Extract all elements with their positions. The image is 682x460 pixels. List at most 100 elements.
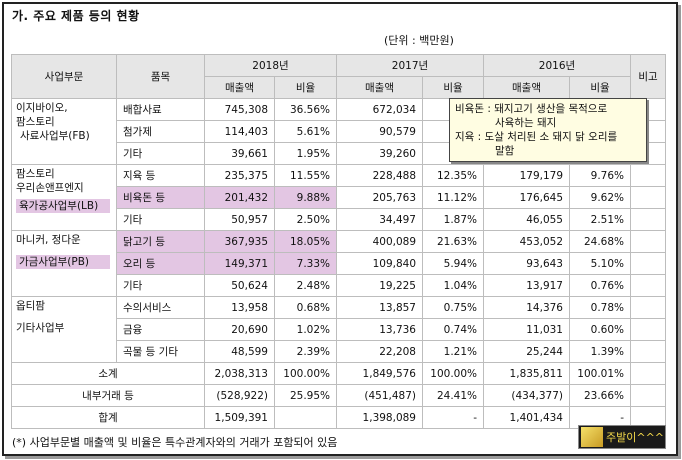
sales-2016: 14,376	[483, 296, 570, 319]
segment-lb: 팜스토리 우리손앤프엔지 육가공사업부(LB)	[11, 164, 117, 231]
product-cell-highlight: 오리 등	[116, 252, 205, 275]
sales-2016: 1,401,434	[483, 406, 570, 429]
ratio-2016: 100.01%	[569, 362, 631, 385]
sales-2017: 1,849,576	[336, 362, 423, 385]
sales-2018: 235,375	[204, 164, 275, 187]
remark-cell	[630, 252, 666, 275]
sales-2018: 48,599	[204, 340, 275, 363]
remark-cell	[630, 208, 666, 231]
product-cell: 기타	[116, 142, 205, 165]
header-remark: 비고	[630, 54, 666, 99]
ratio-2016: 24.68%	[569, 230, 631, 253]
segment-pb: 마니커, 정다운 가금사업부(PB)	[11, 230, 117, 297]
ratio-2017: 5.94%	[422, 252, 484, 275]
ratio-2016: 2.51%	[569, 208, 631, 231]
tooltip-line: 말함	[495, 145, 515, 157]
total-row: 합계 1,509,391 1,398,089 - 1,401,434 -	[11, 406, 666, 429]
sales-2017: 1,398,089	[336, 406, 423, 429]
segment-fb: 이지바이오, 팜스토리 사료사업부(FB)	[11, 98, 117, 165]
subtotal-row: 소계 2,038,313 100.00% 1,849,576 100.00% 1…	[11, 362, 666, 385]
segment-pb-highlight: 가금사업부(PB)	[16, 255, 110, 269]
sales-2018-highlight: 201,432	[204, 186, 275, 209]
sales-2017: 205,763	[336, 186, 423, 209]
product-cell: 금융	[116, 318, 205, 341]
internal-label: 내부거래 등	[11, 384, 205, 407]
remark-cell	[630, 230, 666, 253]
table-row: 마니커, 정다운 가금사업부(PB) 닭고기 등 367,935 18.05% …	[11, 230, 666, 297]
subtotal-label: 소계	[11, 362, 205, 385]
remark-cell	[630, 186, 666, 209]
author-badge[interactable]: 주발이^^^	[578, 425, 666, 449]
sales-2018: 114,403	[204, 120, 275, 143]
ratio-2017: 21.63%	[422, 230, 484, 253]
product-cell: 지육 등	[116, 164, 205, 187]
ratio-2018: 2.50%	[274, 208, 337, 231]
sales-2016: 176,645	[483, 186, 570, 209]
header-sales-2018: 매출액	[204, 76, 275, 99]
table-row: 곡물 등 기타 48,599 2.39% 22,208 1.21% 25,244…	[12, 340, 666, 363]
header-2018: 2018년	[204, 54, 337, 77]
sales-2017: 109,840	[336, 252, 423, 275]
table-row: 옵티팜 기타사업부 수의서비스 13,958 0.68% 13,857 0.75…	[11, 296, 666, 363]
ratio-2018: 1.02%	[274, 318, 337, 341]
product-cell: 곡물 등 기타	[116, 340, 205, 363]
sales-2016: 93,643	[483, 252, 570, 275]
ratio-2018-highlight: 9.88%	[274, 186, 337, 209]
header-row-2: 매출액 비율 매출액 비율 매출액 비율	[12, 76, 666, 99]
ratio-2017: 100.00%	[422, 362, 484, 385]
remark-cell	[630, 340, 666, 363]
ratio-2016: 0.78%	[569, 296, 631, 319]
badge-image-icon	[581, 427, 603, 447]
sales-2017: (451,487)	[336, 384, 423, 407]
segment-fb-line: 사료사업부(FB)	[20, 130, 90, 142]
ratio-2018: 100.00%	[274, 362, 337, 385]
segment-etc-line: 옵티팜	[16, 300, 45, 312]
sales-2016: 13,917	[483, 274, 570, 297]
header-product: 품목	[116, 54, 205, 99]
ratio-2018: 11.55%	[274, 164, 337, 187]
header-sales-2016: 매출액	[483, 76, 570, 99]
ratio-2016: 9.62%	[569, 186, 631, 209]
ratio-2018: 36.56%	[274, 98, 337, 121]
sales-2016: 179,179	[483, 164, 570, 187]
product-cell: 수의서비스	[116, 296, 205, 319]
tooltip-line: 지육 : 도살 처리된 소 돼지 닭 오리를	[455, 131, 618, 143]
content-frame: 가. 주요 제품 등의 현황 (단위 : 백만원) 사업부문 품목 2018년 …	[2, 2, 678, 456]
sales-2016: 1,835,811	[483, 362, 570, 385]
sales-2018: 13,958	[204, 296, 275, 319]
internal-row: 내부거래 등 (528,922) 25.95% (451,487) 24.41%…	[11, 384, 666, 407]
sales-2016: 46,055	[483, 208, 570, 231]
segment-lb-highlight: 육가공사업부(LB)	[16, 199, 110, 213]
ratio-2016: 0.76%	[569, 274, 631, 297]
sales-2017: 22,208	[336, 340, 423, 363]
sales-2018-highlight: 367,935	[204, 230, 275, 253]
sales-2017: 400,089	[336, 230, 423, 253]
ratio-2018-highlight: 18.05%	[274, 230, 337, 253]
section-title: 가. 주요 제품 등의 현황	[12, 9, 140, 23]
sales-2018: 2,038,313	[204, 362, 275, 385]
segment-lb-line: 팜스토리	[16, 168, 55, 180]
sales-2017: 39,260	[336, 142, 423, 165]
ratio-2017: 0.74%	[422, 318, 484, 341]
sales-2016: (434,377)	[483, 384, 570, 407]
sales-2017: 228,488	[336, 164, 423, 187]
ratio-2017: 0.75%	[422, 296, 484, 319]
sales-2016: 25,244	[483, 340, 570, 363]
sales-2018: 39,661	[204, 142, 275, 165]
header-ratio-2016: 비율	[569, 76, 631, 99]
ratio-2018: 0.68%	[274, 296, 337, 319]
ratio-2017: -	[422, 406, 484, 429]
segment-pb-line: 마니커, 정다운	[16, 234, 81, 246]
header-sales-2017: 매출액	[336, 76, 423, 99]
header-2016: 2016년	[483, 54, 631, 77]
ratio-2018: 5.61%	[274, 120, 337, 143]
product-cell: 배합사료	[116, 98, 205, 121]
ratio-2017: 24.41%	[422, 384, 484, 407]
segment-fb-line: 팜스토리	[16, 116, 55, 128]
sales-2018: 50,957	[204, 208, 275, 231]
sales-2017: 19,225	[336, 274, 423, 297]
remark-cell	[630, 384, 666, 407]
sales-2018-highlight: 149,371	[204, 252, 275, 275]
sales-2017: 90,579	[336, 120, 423, 143]
header-row-1: 사업부문 품목 2018년 2017년 2016년 비고	[11, 54, 666, 99]
